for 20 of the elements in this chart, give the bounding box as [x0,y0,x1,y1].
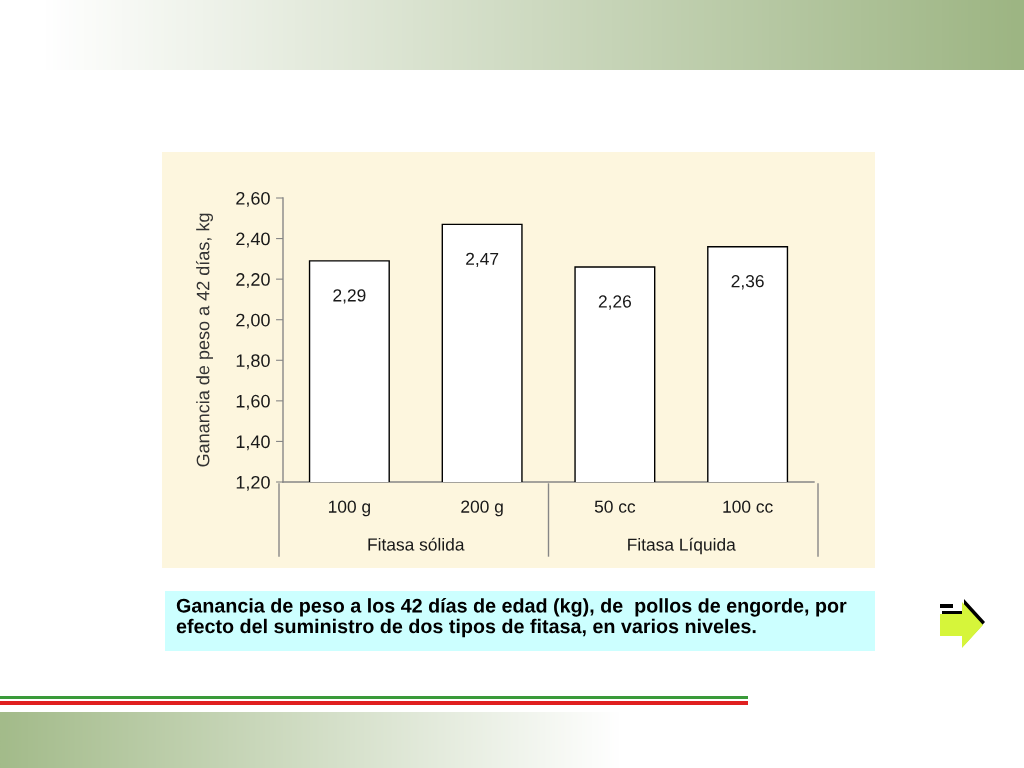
y-tick-label: 2,00 [236,313,270,329]
x-tick-label: 200 g [461,500,503,517]
text: Fitasa sólida [368,537,465,551]
text: Fitasa Líquida [628,537,736,555]
y-axis-title: Ganancia de peso a 42 días, kg [195,213,213,467]
data-label: 2,29 [333,289,366,304]
x-tick-label: 100 cc [723,500,773,513]
y-tick-label: 1,20 [236,475,270,491]
y-tick-label: 2,40 [236,232,270,248]
data-label: 2,47 [466,252,499,268]
x-tick-label: 50 cc [594,500,636,513]
data-label: 2,36 [731,275,764,290]
x-tick-label: 100 g [328,500,370,517]
y-tick-label: 1,40 [236,435,270,451]
y-tick-label: 2,20 [236,273,270,288]
y-tick-label: 1,60 [236,394,270,410]
y-tick-label: 2,60 [236,191,270,207]
data-label: 2,26 [598,295,632,310]
y-tick-label: 1,80 [236,354,270,370]
text: Ganancia de peso a los 42 días de edad (kg), de pollos de engorde, por efecto del suministro de dos tipos de fitasa, en varios niveles. [176,598,847,638]
